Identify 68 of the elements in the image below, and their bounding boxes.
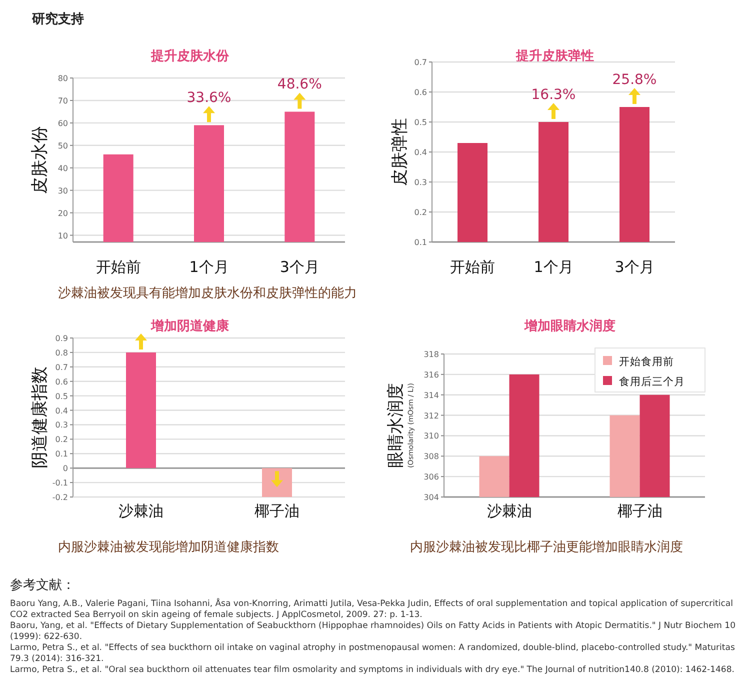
- text: 沙棘油被发现具有能增加皮肤水份和皮肤弹性的能力: [58, 286, 357, 301]
- y-axis-title: 皮肤弹性: [390, 118, 410, 186]
- y-tick-label: 0.7: [414, 58, 427, 67]
- x-tick-label: 椰子油: [254, 502, 300, 520]
- y-tick-label: 0.2: [414, 208, 427, 217]
- y-tick-label: 0.2: [55, 435, 68, 444]
- chart-title: 提升皮肤弹性: [515, 48, 594, 64]
- annotation: 33.6%: [186, 90, 232, 106]
- text: Baoru Yang, A.B., Valerie Pagani, Tiina Isohanni, Åsa von-Knorring, Arimatti Jutila, Vesa-Pekka Judin, Effects of oral supplementation and topical application of supercritical CO2 extracted Sea Berryoil on skin ageing of female subjects. J ApplCosmetol, 2009. 27: p. 1-13.: [10, 599, 734, 621]
- y-tick-label: 0.5: [55, 392, 68, 401]
- text: Larmo, Petra S., et al. "Effects of sea buckthorn oil intake on vaginal atrophy in postmenopausal women: A randomized, double-blind, placebo-controlled study." Maturitas 79.3 (2014): 316-321.: [10, 643, 736, 665]
- y-tick-label: 308: [424, 452, 439, 462]
- text: Baoru, Yang, et al. "Effects of Dietary Supplementation of Seabuckthorn (Hippophae rhamnoides) Oils on Fatty Acids in Patients with Atopic Dermatitis." J Nutr Biochem 10 (1999): 622-630.: [10, 621, 736, 643]
- y-axis-title: 皮肤水份: [30, 126, 50, 194]
- y-tick-label: 316: [424, 370, 439, 380]
- y-tick-label: 314: [424, 390, 439, 400]
- y-tick-label: 50: [58, 141, 68, 150]
- y-tick-label: 0.5: [414, 118, 427, 127]
- y-tick-label: 0.3: [414, 178, 427, 187]
- y-tick-label: 0.6: [414, 88, 427, 97]
- y-tick-label: 0.8: [55, 348, 68, 358]
- x-tick-label: 3个月: [614, 258, 654, 276]
- y-tick-label: 0.4: [55, 406, 68, 416]
- y-tick-label: 0.4: [414, 148, 427, 157]
- text: 研究支持: [32, 10, 84, 28]
- x-tick-label: 沙棘油: [486, 502, 532, 520]
- y-tick-label: 0.3: [55, 420, 68, 430]
- chart-title: 增加眼睛水润度: [524, 318, 616, 334]
- x-tick-label: 椰子油: [617, 502, 662, 520]
- y-tick-label: -0.1: [52, 478, 68, 488]
- y-tick-label: 0.7: [55, 362, 68, 372]
- legend-label: 开始食用前: [619, 356, 674, 368]
- annotation: 16.3%: [531, 87, 576, 103]
- y-axis-title: 眼睛水润度: [386, 383, 406, 468]
- y-tick-label: 0.1: [55, 450, 68, 459]
- y-tick-label: 312: [424, 411, 439, 420]
- x-tick-label: 开始前: [450, 258, 495, 276]
- y-tick-label: 0: [62, 464, 68, 474]
- text: 参考文献：: [10, 577, 75, 594]
- y-tick-label: 310: [424, 432, 439, 441]
- chart-title: 提升皮肤水份: [150, 48, 230, 64]
- y-tick-label: 60: [58, 118, 68, 128]
- x-tick-label: 1个月: [534, 258, 574, 276]
- x-tick-label: 开始前: [96, 258, 141, 276]
- x-tick-label: 沙棘油: [118, 502, 164, 520]
- y-tick-label: 306: [424, 472, 439, 482]
- text: 内服沙棘油被发现比椰子油更能增加眼睛水润度: [410, 539, 683, 555]
- text: 内服沙棘油被发现能增加阴道健康指数: [58, 540, 279, 555]
- chart-title: 增加阴道健康: [150, 318, 230, 334]
- text: Larmo, Petra S., et al. "Oral sea buckthorn oil attenuates tear film osmolarity and symptoms in individuals with dry eye." The Journal of nutrition140.8 (2010): 1462-1468.: [10, 665, 736, 676]
- legend-label: 食用后三个月: [619, 375, 685, 388]
- x-tick-label: 3个月: [280, 258, 320, 276]
- y-tick-label: 0.1: [414, 238, 427, 247]
- annotation: 25.8%: [612, 72, 657, 88]
- y-tick-label: 304: [424, 493, 439, 502]
- y-tick-label: 30: [58, 186, 68, 196]
- x-tick-label: 1个月: [189, 258, 229, 276]
- y-tick-label: 0.6: [55, 377, 68, 386]
- y-tick-label: 10: [58, 231, 68, 240]
- y-tick-label: 20: [58, 208, 68, 218]
- annotation: 48.6%: [277, 76, 322, 93]
- y-tick-label: 80: [58, 74, 68, 83]
- y-tick-label: 70: [58, 96, 68, 106]
- y-axis-title: 阴道健康指数: [30, 366, 50, 468]
- y-tick-label: 40: [58, 164, 68, 173]
- y-tick-label: -0.2: [52, 493, 68, 502]
- y-tick-label: 318: [424, 350, 439, 359]
- y-tick-label: 0.9: [55, 334, 68, 343]
